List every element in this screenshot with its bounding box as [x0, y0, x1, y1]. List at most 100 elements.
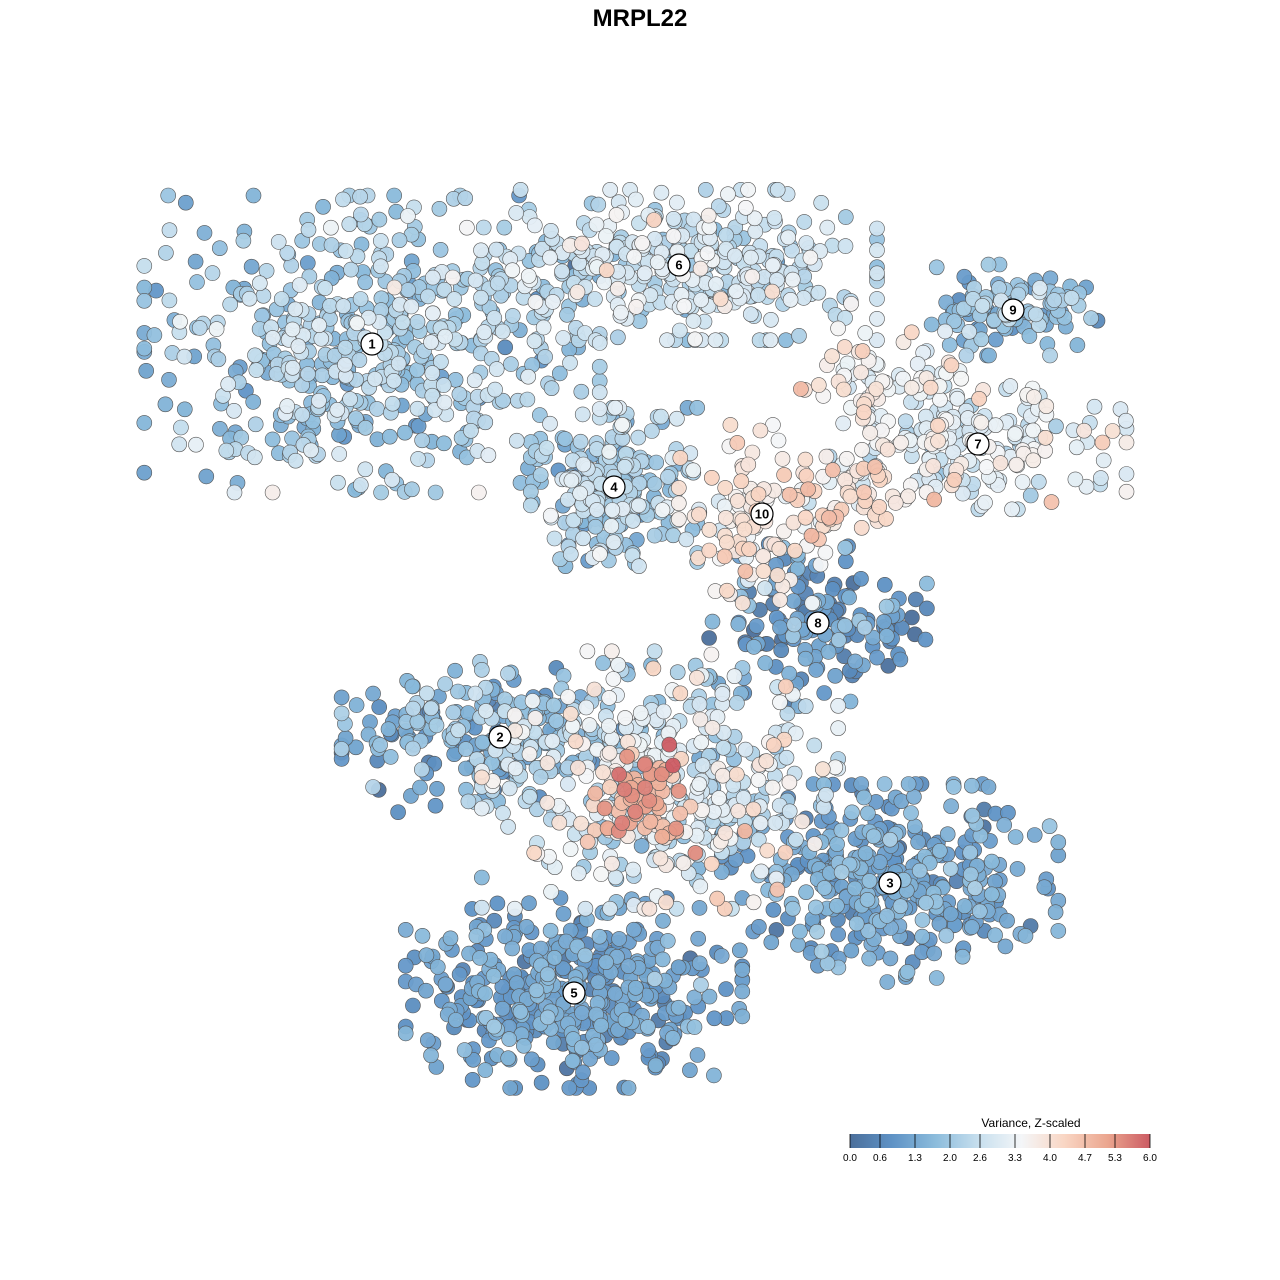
- data-point: [859, 891, 876, 908]
- data-point: [518, 918, 535, 935]
- data-point: [856, 404, 872, 421]
- data-point: [546, 530, 563, 547]
- data-point: [685, 462, 702, 479]
- data-point: [649, 254, 666, 271]
- data-point: [497, 928, 513, 945]
- data-point: [545, 697, 562, 714]
- data-point: [241, 290, 258, 307]
- data-point: [776, 467, 792, 483]
- data-point: [365, 685, 381, 702]
- data-point: [740, 182, 756, 198]
- data-point: [861, 873, 878, 889]
- data-point: [699, 245, 716, 262]
- data-point: [792, 923, 808, 940]
- data-point: [413, 761, 430, 778]
- data-point: [218, 442, 235, 459]
- data-point: [323, 219, 339, 236]
- data-point: [609, 280, 626, 297]
- data-point: [778, 678, 794, 695]
- data-point: [766, 210, 783, 226]
- data-point: [287, 301, 304, 318]
- data-point: [693, 292, 709, 308]
- data-point: [577, 947, 594, 964]
- data-point: [1041, 818, 1058, 835]
- data-point: [942, 906, 959, 922]
- data-point: [414, 432, 430, 449]
- data-point: [661, 736, 678, 753]
- data-point: [391, 232, 408, 248]
- data-point: [788, 831, 804, 848]
- data-point: [903, 805, 919, 821]
- data-point: [605, 671, 622, 687]
- data-point: [485, 967, 502, 984]
- cluster-label-4: 4: [602, 475, 626, 499]
- data-point: [1050, 923, 1067, 939]
- data-point: [835, 415, 852, 432]
- data-point: [750, 486, 767, 503]
- data-point: [539, 794, 556, 811]
- data-point: [781, 486, 798, 503]
- data-point: [270, 234, 287, 250]
- data-point: [701, 542, 718, 559]
- data-point: [714, 767, 731, 784]
- data-point: [983, 886, 1000, 903]
- data-point: [925, 458, 942, 474]
- data-point: [802, 249, 819, 266]
- data-point: [603, 518, 620, 534]
- data-point: [542, 507, 559, 524]
- data-point: [419, 685, 435, 702]
- legend-tick-label: 4.7: [1078, 1153, 1092, 1164]
- data-point: [962, 866, 979, 883]
- data-point: [800, 481, 816, 498]
- data-point: [535, 319, 552, 336]
- data-point: [136, 340, 153, 357]
- data-point: [853, 570, 869, 587]
- data-point: [574, 1005, 590, 1021]
- data-point: [758, 753, 775, 769]
- data-point: [780, 229, 797, 246]
- data-point: [264, 431, 281, 448]
- data-point: [331, 446, 348, 462]
- data-point: [771, 540, 788, 557]
- data-point: [447, 662, 463, 679]
- data-point: [987, 417, 1004, 434]
- data-point: [424, 269, 441, 286]
- data-point: [764, 283, 781, 300]
- data-point: [670, 480, 687, 496]
- data-point: [314, 367, 331, 384]
- data-point: [938, 927, 955, 944]
- data-point: [448, 1012, 464, 1028]
- data-point: [928, 970, 945, 986]
- data-point: [777, 844, 794, 861]
- data-point: [579, 643, 596, 660]
- data-point: [473, 800, 490, 817]
- legend-tick-label: 1.3: [908, 1153, 922, 1164]
- data-point: [349, 315, 365, 332]
- data-point: [736, 521, 753, 538]
- data-point: [983, 853, 1000, 870]
- data-point: [837, 209, 854, 225]
- data-point: [625, 512, 641, 529]
- data-point: [703, 469, 720, 486]
- data-point: [335, 191, 351, 208]
- data-point: [575, 456, 592, 473]
- data-point: [713, 948, 730, 964]
- data-point: [418, 982, 434, 999]
- data-point: [437, 676, 453, 692]
- data-point: [617, 1011, 634, 1028]
- data-point: [158, 245, 174, 261]
- data-point: [719, 582, 735, 599]
- data-point: [477, 985, 493, 1002]
- data-point: [520, 268, 537, 284]
- data-point: [291, 277, 308, 293]
- data-point: [765, 901, 782, 918]
- data-point: [527, 710, 544, 726]
- data-point: [496, 219, 513, 236]
- data-point: [636, 265, 653, 282]
- data-point: [409, 713, 426, 730]
- data-point: [654, 828, 671, 845]
- data-point: [931, 842, 948, 859]
- data-point: [958, 347, 975, 364]
- data-point: [856, 619, 873, 636]
- data-point: [862, 425, 878, 441]
